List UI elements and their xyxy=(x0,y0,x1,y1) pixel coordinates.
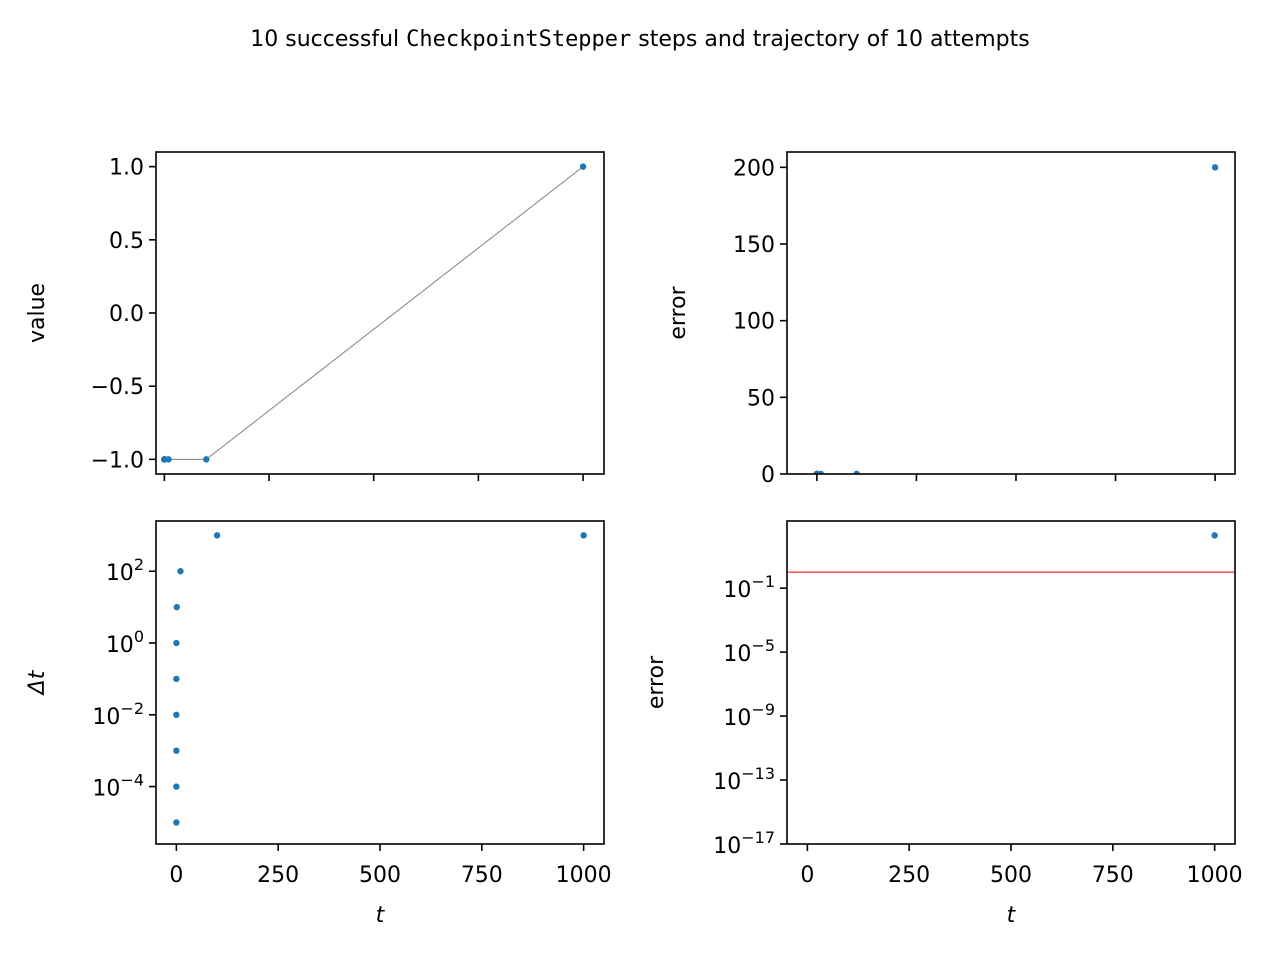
y-tick-label: 102 xyxy=(106,555,144,586)
subplot-value_vs_t: 1.0 0.5 0.0 −0.5 −1.0 value xyxy=(25,151,605,481)
y-tick-label: 0.5 xyxy=(109,229,144,254)
y-axis-label: value xyxy=(25,283,50,343)
data-point xyxy=(173,819,180,826)
y-axis-label: error xyxy=(666,285,691,339)
x-tick-label: 500 xyxy=(359,863,401,888)
plot-area xyxy=(813,164,1219,474)
axes-frame xyxy=(786,151,1236,475)
data-point xyxy=(213,532,221,539)
data-point xyxy=(177,568,184,575)
tick-base: 10 xyxy=(723,578,751,603)
tick-exponent: −13 xyxy=(741,764,775,783)
y-tick-label: 50 xyxy=(747,386,775,411)
y-tick-label: −1.0 xyxy=(91,448,144,473)
label-part: t xyxy=(25,669,50,679)
data-point xyxy=(853,470,860,474)
y-tick-label: −0.5 xyxy=(91,375,144,400)
tick-base: 10 xyxy=(723,706,751,731)
y-tick-label: 100 xyxy=(733,310,775,335)
x-axis-label: t xyxy=(1007,903,1017,928)
title-part: CheckpointStepper xyxy=(406,27,631,52)
data-point xyxy=(580,532,587,539)
y-tick-label: 0 xyxy=(761,463,775,488)
plot-area xyxy=(787,532,1235,573)
x-tick-label: 1000 xyxy=(556,863,612,888)
data-point xyxy=(165,456,172,463)
plot-area xyxy=(173,532,587,826)
tick-base: 10 xyxy=(92,705,120,730)
tick-exponent: 0 xyxy=(134,627,144,646)
data-point xyxy=(1211,532,1218,539)
tick-exponent: −4 xyxy=(120,771,144,790)
tick-exponent: −9 xyxy=(751,700,775,719)
data-point xyxy=(173,675,180,683)
data-point xyxy=(1211,164,1219,171)
x-axis-label: t xyxy=(376,903,386,928)
trajectory-line xyxy=(164,166,584,460)
y-tick-label: 150 xyxy=(733,233,775,258)
axes-frame xyxy=(155,151,605,475)
y-axis-label: Δt xyxy=(25,669,50,696)
y-tick-label: 200 xyxy=(733,156,775,181)
y-tick-label: 10−2 xyxy=(92,699,144,730)
y-tick-label: 10−4 xyxy=(92,771,144,802)
tick-exponent: −1 xyxy=(751,572,775,591)
x-tick-label: 750 xyxy=(1092,863,1134,888)
plot-area xyxy=(161,163,587,463)
tick-base: 10 xyxy=(106,561,134,586)
y-tick-label: 100 xyxy=(106,627,144,658)
x-tick-label: 0 xyxy=(169,863,183,888)
title-part: steps and trajectory of 10 attempts xyxy=(631,27,1029,52)
data-point xyxy=(579,163,587,170)
data-point xyxy=(173,603,180,611)
axes-frame xyxy=(786,520,1236,845)
data-point xyxy=(173,783,180,790)
y-tick-label: 10−9 xyxy=(723,700,775,731)
x-tick-label: 250 xyxy=(257,863,299,888)
tick-base: 10 xyxy=(713,834,741,859)
tick-exponent: −17 xyxy=(741,828,775,847)
axes-frame xyxy=(155,520,605,845)
data-point xyxy=(173,747,180,754)
y-tick-label: 10−1 xyxy=(723,572,775,603)
tick-base: 10 xyxy=(106,633,134,658)
y-tick-label: 10−13 xyxy=(713,764,775,795)
y-tick-label: 10−5 xyxy=(723,636,775,667)
label-part: Δ xyxy=(25,679,50,696)
y-tick-label: 10−17 xyxy=(713,828,775,859)
tick-base: 10 xyxy=(92,777,120,802)
subplot-error_vs_t_log: 0 250 500 750 100010−110−510−910−1310−17erro… xyxy=(644,520,1243,928)
tick-base: 10 xyxy=(723,642,751,667)
figure-title: 10 successful CheckpointStepper steps an… xyxy=(250,27,1029,52)
x-tick-label: 500 xyxy=(990,863,1032,888)
subplot-error_vs_t_linear: 200 150 100 50 0 error xyxy=(666,151,1236,488)
data-point xyxy=(173,639,180,647)
x-tick-label: 1000 xyxy=(1187,863,1243,888)
y-axis-label: error xyxy=(644,655,669,709)
x-tick-label: 0 xyxy=(800,863,814,888)
tick-exponent: −5 xyxy=(751,636,775,655)
title-part: 10 successful xyxy=(250,27,406,52)
tick-exponent: −2 xyxy=(120,699,144,718)
y-tick-label: 1.0 xyxy=(109,156,144,181)
x-tick-label: 750 xyxy=(461,863,503,888)
tick-base: 10 xyxy=(713,770,741,795)
x-tick-label: 250 xyxy=(888,863,930,888)
data-point xyxy=(203,456,210,463)
tick-exponent: 2 xyxy=(134,555,144,574)
data-point xyxy=(173,711,180,718)
y-tick-label: 0.0 xyxy=(109,302,144,327)
